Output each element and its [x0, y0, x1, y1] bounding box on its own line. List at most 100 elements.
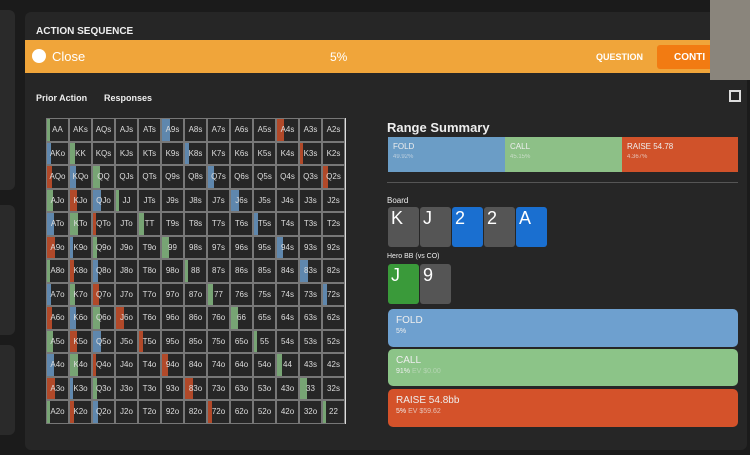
hand-cell[interactable]: 83o — [184, 376, 207, 400]
hand-cell[interactable]: 63o — [230, 376, 253, 400]
hand-cell[interactable]: K4s — [276, 141, 299, 165]
hand-cell[interactable]: K3s — [299, 141, 322, 165]
hand-cell[interactable]: A5o — [46, 329, 69, 353]
hand-cell[interactable]: 42o — [276, 400, 299, 424]
hand-cell[interactable]: A3s — [299, 118, 322, 142]
hand-cell[interactable]: KJs — [115, 141, 138, 165]
hand-cell[interactable]: K2s — [322, 141, 345, 165]
hand-cell[interactable]: K4o — [69, 353, 92, 377]
hand-cell[interactable]: 75o — [207, 329, 230, 353]
hand-cell[interactable]: 73o — [207, 376, 230, 400]
hand-cell[interactable]: Q6s — [230, 165, 253, 189]
hand-cell[interactable]: ATs — [138, 118, 161, 142]
hand-cell[interactable]: Q3o — [92, 376, 115, 400]
hand-cell[interactable]: 52o — [253, 400, 276, 424]
hand-cell[interactable]: 92s — [322, 235, 345, 259]
hand-cell[interactable]: 72s — [322, 282, 345, 306]
hand-cell[interactable]: 92o — [161, 400, 184, 424]
hand-cell[interactable]: 55 — [253, 329, 276, 353]
hand-cell[interactable]: Q9s — [161, 165, 184, 189]
hand-cell[interactable]: J8o — [115, 259, 138, 283]
hand-cell[interactable]: K5s — [253, 141, 276, 165]
hand-cell[interactable]: 94s — [276, 235, 299, 259]
hand-cell[interactable]: QJs — [115, 165, 138, 189]
hand-cell[interactable]: 85s — [253, 259, 276, 283]
hand-cell[interactable]: T6o — [138, 306, 161, 330]
hand-cell[interactable]: Q8s — [184, 165, 207, 189]
hand-cell[interactable]: Q5s — [253, 165, 276, 189]
hand-cell[interactable]: A2s — [322, 118, 345, 142]
tab[interactable]: Responses — [104, 93, 153, 103]
hand-cell[interactable]: 94o — [161, 353, 184, 377]
hand-cell[interactable]: A7o — [46, 282, 69, 306]
hand-cell[interactable]: J4s — [276, 188, 299, 212]
hand-cell[interactable]: T4s — [276, 212, 299, 236]
hand-cell[interactable]: AKo — [46, 141, 69, 165]
hand-cell[interactable]: K3o — [69, 376, 92, 400]
hand-cell[interactable]: J7o — [115, 282, 138, 306]
hand-cell[interactable]: 43s — [299, 353, 322, 377]
hand-cell[interactable]: JTo — [115, 212, 138, 236]
hand-cell[interactable]: 66 — [230, 306, 253, 330]
hand-cell[interactable]: J9s — [161, 188, 184, 212]
hand-cell[interactable]: A8o — [46, 259, 69, 283]
hand-cell[interactable]: A9s — [161, 118, 184, 142]
hand-cell[interactable]: K8s — [184, 141, 207, 165]
hand-cell[interactable]: 32s — [322, 376, 345, 400]
hand-cell[interactable]: AQs — [92, 118, 115, 142]
hand-cell[interactable]: 93o — [161, 376, 184, 400]
hand-cell[interactable]: K6s — [230, 141, 253, 165]
hand-cell[interactable]: 65s — [253, 306, 276, 330]
hand-cell[interactable]: KTo — [69, 212, 92, 236]
hand-cell[interactable]: AJs — [115, 118, 138, 142]
hand-cell[interactable]: Q7s — [207, 165, 230, 189]
hand-cell[interactable]: A7s — [207, 118, 230, 142]
hand-cell[interactable]: T5o — [138, 329, 161, 353]
hand-cell[interactable]: 76o — [207, 306, 230, 330]
hand-cell[interactable]: T6s — [230, 212, 253, 236]
hand-cell[interactable]: ATo — [46, 212, 69, 236]
hand-cell[interactable]: 97s — [207, 235, 230, 259]
hand-cell[interactable]: A5s — [253, 118, 276, 142]
hand-cell[interactable]: A4s — [276, 118, 299, 142]
hand-cell[interactable]: 95o — [161, 329, 184, 353]
hand-cell[interactable]: K5o — [69, 329, 92, 353]
hand-cell[interactable]: A6o — [46, 306, 69, 330]
hand-cell[interactable]: Q2o — [92, 400, 115, 424]
hand-cell[interactable]: T5s — [253, 212, 276, 236]
hand-cell[interactable]: J2s — [322, 188, 345, 212]
hand-cell[interactable]: K2o — [69, 400, 92, 424]
hand-cell[interactable]: Q6o — [92, 306, 115, 330]
close-icon[interactable] — [32, 49, 46, 63]
hand-cell[interactable]: 96o — [161, 306, 184, 330]
hand-cell[interactable]: KK — [69, 141, 92, 165]
question-button[interactable]: QUESTION — [596, 52, 644, 62]
hand-cell[interactable]: Q5o — [92, 329, 115, 353]
hand-cell[interactable]: 73s — [299, 282, 322, 306]
hand-cell[interactable]: Q3s — [299, 165, 322, 189]
hand-cell[interactable]: AQo — [46, 165, 69, 189]
hand-cell[interactable]: J5o — [115, 329, 138, 353]
hand-cell[interactable]: 65o — [230, 329, 253, 353]
hand-cell[interactable]: T9s — [161, 212, 184, 236]
hand-cell[interactable]: 95s — [253, 235, 276, 259]
hand-cell[interactable]: K6o — [69, 306, 92, 330]
hand-cell[interactable]: 64s — [276, 306, 299, 330]
hand-cell[interactable]: 82o — [184, 400, 207, 424]
action-fold[interactable]: FOLD 5% — [388, 309, 738, 347]
hand-cell[interactable]: 99 — [161, 235, 184, 259]
hand-cell[interactable]: QJo — [92, 188, 115, 212]
hand-cell[interactable]: T2s — [322, 212, 345, 236]
hand-cell[interactable]: J3o — [115, 376, 138, 400]
hand-cell[interactable]: 53o — [253, 376, 276, 400]
action-call[interactable]: CALL 91% EV $0.00 — [388, 349, 738, 386]
hand-cell[interactable]: KQo — [69, 165, 92, 189]
hand-cell[interactable]: 52s — [322, 329, 345, 353]
hand-cell[interactable]: 54o — [253, 353, 276, 377]
hand-cell[interactable]: 76s — [230, 282, 253, 306]
hand-cell[interactable]: 53s — [299, 329, 322, 353]
hand-cell[interactable]: 75s — [253, 282, 276, 306]
hand-cell[interactable]: T3o — [138, 376, 161, 400]
hand-cell[interactable]: 64o — [230, 353, 253, 377]
hand-cell[interactable]: 42s — [322, 353, 345, 377]
